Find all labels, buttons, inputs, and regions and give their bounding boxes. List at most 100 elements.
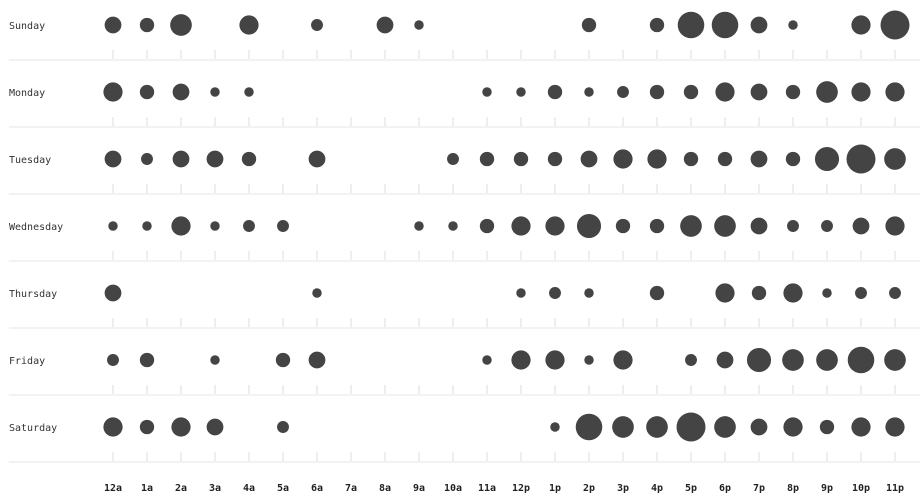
hour-label: 4p (651, 483, 663, 494)
punch-dot-saturday-8p (783, 417, 803, 437)
day-row-wednesday: Wednesday (9, 213, 920, 262)
punch-dot-sunday-6a (311, 19, 323, 31)
hour-label: 8a (379, 483, 391, 494)
punch-dot-saturday-2a (171, 417, 191, 437)
punch-dot-friday-5a (275, 352, 291, 368)
hour-label: 9a (413, 483, 425, 494)
punch-dot-thursday-6a (312, 288, 322, 298)
punch-dot-saturday-9p (819, 419, 835, 435)
punch-dot-friday-11p (884, 349, 906, 371)
punch-dot-monday-12a (103, 82, 123, 102)
day-label: Sunday (9, 21, 45, 32)
punch-dot-monday-3p (617, 86, 629, 98)
punch-dot-wednesday-3a (210, 221, 220, 231)
punch-dot-tuesday-12p (513, 151, 529, 167)
punch-dot-tuesday-10a (447, 153, 459, 165)
day-label: Friday (9, 356, 45, 367)
punch-dot-monday-2a (172, 83, 190, 101)
punch-dot-sunday-10p (851, 15, 871, 35)
punch-dot-sunday-2a (170, 14, 192, 36)
day-row-thursday: Thursday (9, 283, 920, 329)
punch-dot-monday-3a (210, 87, 220, 97)
hour-label: 1p (549, 483, 561, 494)
punch-dot-monday-6p (715, 82, 735, 102)
hour-label: 5p (685, 483, 697, 494)
day-rows: Sunday Monday Tuesday Wednesday Thursday Frid… (9, 10, 920, 463)
punch-dot-friday-5p (685, 354, 697, 366)
hour-label: 2p (583, 483, 595, 494)
punch-dot-saturday-5a (277, 421, 289, 433)
punch-dot-friday-3p (613, 350, 633, 370)
punch-dot-sunday-5p (677, 11, 705, 39)
punch-dot-wednesday-2a (171, 216, 191, 236)
hour-label: 6p (719, 483, 731, 494)
punch-dot-saturday-12a (103, 417, 123, 437)
punch-dot-saturday-2p (575, 413, 603, 441)
hour-label: 3p (617, 483, 629, 494)
punch-dot-thursday-6p (715, 283, 735, 303)
day-row-tuesday: Tuesday (9, 144, 920, 195)
punch-dot-monday-4a (244, 87, 254, 97)
hour-label: 1a (141, 483, 153, 494)
punch-dot-thursday-2p (584, 288, 594, 298)
punch-dot-monday-11a (482, 87, 492, 97)
punch-dot-tuesday-8p (785, 151, 801, 167)
punch-dot-saturday-3a (206, 418, 224, 436)
punch-dot-friday-6a (308, 351, 326, 369)
hour-label: 4a (243, 483, 255, 494)
hour-label: 5a (277, 483, 289, 494)
punch-dot-monday-12p (516, 87, 526, 97)
punch-dot-friday-8p (782, 349, 804, 371)
punch-dot-sunday-11p (880, 10, 910, 40)
punch-dot-tuesday-1a (141, 153, 153, 165)
day-label: Tuesday (9, 155, 51, 166)
punch-dot-tuesday-3a (206, 150, 224, 168)
punch-dot-tuesday-11a (479, 151, 495, 167)
punch-dot-thursday-7p (751, 285, 767, 301)
punch-dot-sunday-7p (750, 16, 768, 34)
hour-label: 11p (886, 483, 904, 494)
punch-dot-tuesday-3p (613, 149, 633, 169)
punch-dot-tuesday-6a (308, 150, 326, 168)
punch-dot-tuesday-5p (683, 151, 699, 167)
punch-dot-monday-9p (816, 81, 838, 103)
punch-dot-sunday-4p (649, 17, 665, 33)
punch-dot-thursday-4p (649, 285, 665, 301)
punch-dot-wednesday-12p (511, 216, 531, 236)
punch-dot-tuesday-7p (750, 150, 768, 168)
punch-dot-friday-10p (847, 346, 875, 374)
hour-label: 7p (753, 483, 765, 494)
hour-label: 3a (209, 483, 221, 494)
punch-dot-monday-1a (139, 84, 155, 100)
punch-dot-monday-11p (885, 82, 905, 102)
day-label: Saturday (9, 423, 57, 434)
hour-label: 6a (311, 483, 323, 494)
punch-dot-monday-5p (683, 84, 699, 100)
punch-dot-saturday-1p (550, 422, 560, 432)
punch-dot-friday-11a (482, 355, 492, 365)
punch-dot-monday-4p (649, 84, 665, 100)
punch-dot-friday-12p (511, 350, 531, 370)
punch-dot-friday-9p (816, 349, 838, 371)
punch-dot-thursday-11p (889, 287, 901, 299)
hour-label: 12a (104, 483, 122, 494)
hour-label: 11a (478, 483, 496, 494)
punch-dot-sunday-8p (788, 20, 798, 30)
day-row-monday: Monday (9, 81, 920, 128)
punch-dot-thursday-10p (855, 287, 867, 299)
punch-dot-thursday-9p (822, 288, 832, 298)
day-row-saturday: Saturday (9, 412, 920, 463)
punch-dot-monday-2p (584, 87, 594, 97)
punch-dot-wednesday-12a (108, 221, 118, 231)
hour-label: 8p (787, 483, 799, 494)
punch-dot-wednesday-5a (277, 220, 289, 232)
punch-dot-wednesday-5p (680, 215, 702, 237)
punch-dot-wednesday-9p (821, 220, 833, 232)
punch-dot-sunday-12a (104, 16, 122, 34)
day-label: Thursday (9, 289, 57, 300)
punch-dot-saturday-11p (885, 417, 905, 437)
day-row-friday: Friday (9, 346, 920, 396)
punch-dot-saturday-7p (750, 418, 768, 436)
punch-dot-friday-1p (545, 350, 565, 370)
punch-dot-sunday-8a (376, 16, 394, 34)
